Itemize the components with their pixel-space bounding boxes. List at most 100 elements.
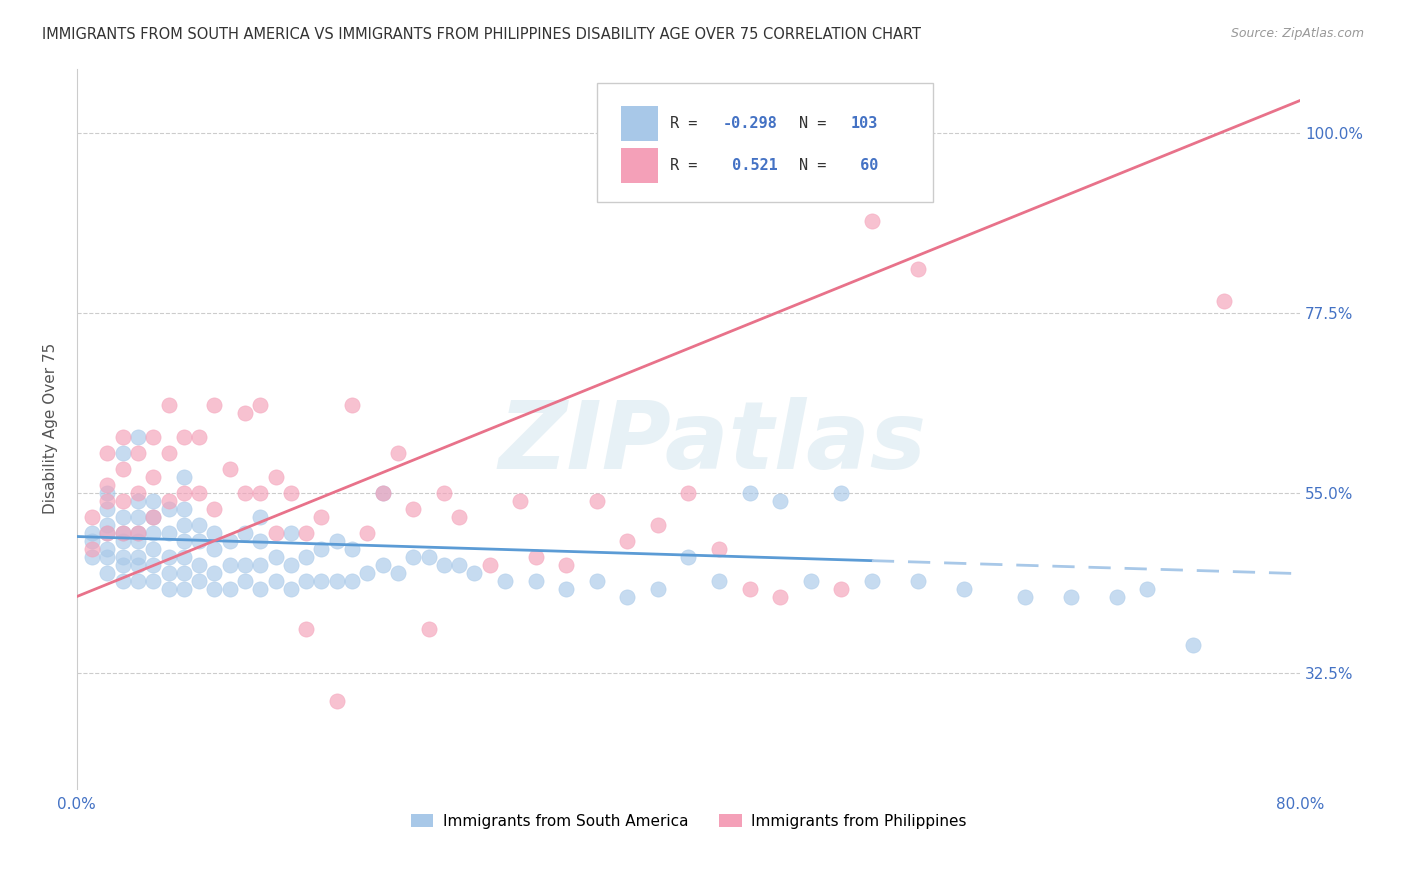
Point bbox=[188, 574, 211, 588]
Point bbox=[96, 485, 118, 500]
Point bbox=[678, 485, 700, 500]
Point bbox=[647, 517, 669, 532]
Point bbox=[173, 469, 195, 483]
Point bbox=[433, 485, 456, 500]
Point bbox=[111, 558, 134, 572]
Point bbox=[707, 574, 730, 588]
Point bbox=[264, 469, 287, 483]
Point bbox=[173, 566, 195, 580]
Point bbox=[1136, 582, 1159, 596]
Point bbox=[173, 429, 195, 443]
FancyBboxPatch shape bbox=[596, 83, 934, 202]
Point bbox=[524, 574, 547, 588]
Point bbox=[111, 525, 134, 540]
Point bbox=[463, 566, 485, 580]
Point bbox=[402, 501, 425, 516]
Point bbox=[585, 493, 607, 508]
Point bbox=[371, 485, 394, 500]
Point bbox=[907, 261, 929, 276]
Point bbox=[340, 574, 363, 588]
Point bbox=[157, 549, 180, 564]
Point bbox=[233, 485, 256, 500]
Point bbox=[340, 398, 363, 412]
Point bbox=[678, 549, 700, 564]
Point bbox=[264, 574, 287, 588]
Point bbox=[860, 574, 883, 588]
Point bbox=[371, 485, 394, 500]
Point bbox=[204, 541, 226, 556]
Text: R =: R = bbox=[671, 116, 707, 131]
Point bbox=[157, 566, 180, 580]
Point bbox=[1105, 590, 1128, 604]
Point bbox=[387, 566, 409, 580]
Point bbox=[738, 485, 761, 500]
Point bbox=[249, 509, 271, 524]
Point bbox=[96, 445, 118, 459]
Point bbox=[233, 574, 256, 588]
Point bbox=[142, 541, 165, 556]
Point bbox=[96, 525, 118, 540]
Point bbox=[647, 582, 669, 596]
Point bbox=[82, 509, 104, 524]
Point bbox=[127, 445, 149, 459]
Point bbox=[295, 622, 318, 636]
Point bbox=[218, 582, 240, 596]
Bar bbox=[621, 148, 658, 183]
Y-axis label: Disability Age Over 75: Disability Age Over 75 bbox=[44, 343, 58, 514]
Point bbox=[830, 485, 852, 500]
Point bbox=[524, 549, 547, 564]
Point bbox=[738, 582, 761, 596]
Point bbox=[280, 525, 302, 540]
Point bbox=[264, 549, 287, 564]
Text: R =: R = bbox=[671, 158, 707, 173]
Point bbox=[418, 549, 440, 564]
Point bbox=[188, 517, 211, 532]
Point bbox=[157, 493, 180, 508]
Point bbox=[555, 558, 578, 572]
Point bbox=[96, 517, 118, 532]
Point bbox=[280, 558, 302, 572]
Point bbox=[295, 549, 318, 564]
Point bbox=[173, 501, 195, 516]
Point bbox=[585, 574, 607, 588]
Point bbox=[280, 582, 302, 596]
Point bbox=[157, 582, 180, 596]
Point bbox=[402, 549, 425, 564]
Point bbox=[82, 533, 104, 548]
Point bbox=[111, 509, 134, 524]
Point bbox=[127, 485, 149, 500]
Text: N =: N = bbox=[799, 158, 835, 173]
Point bbox=[249, 582, 271, 596]
Point bbox=[418, 622, 440, 636]
Point bbox=[326, 574, 349, 588]
Point bbox=[204, 501, 226, 516]
Point bbox=[952, 582, 974, 596]
Point bbox=[157, 445, 180, 459]
Text: 60: 60 bbox=[851, 158, 879, 173]
Point bbox=[96, 549, 118, 564]
Point bbox=[860, 213, 883, 227]
Point bbox=[173, 582, 195, 596]
Point bbox=[233, 405, 256, 419]
Point bbox=[204, 566, 226, 580]
Point bbox=[494, 574, 516, 588]
Point bbox=[142, 429, 165, 443]
Point bbox=[907, 574, 929, 588]
Point bbox=[127, 429, 149, 443]
Point bbox=[249, 485, 271, 500]
Point bbox=[371, 558, 394, 572]
Point bbox=[157, 398, 180, 412]
Point bbox=[249, 533, 271, 548]
Point bbox=[326, 533, 349, 548]
Point bbox=[111, 574, 134, 588]
Text: 103: 103 bbox=[851, 116, 879, 131]
Point bbox=[142, 509, 165, 524]
Point bbox=[264, 525, 287, 540]
Point bbox=[280, 485, 302, 500]
Point bbox=[127, 493, 149, 508]
Point bbox=[356, 525, 378, 540]
Bar bbox=[621, 106, 658, 141]
Point bbox=[127, 549, 149, 564]
Point bbox=[218, 533, 240, 548]
Point bbox=[340, 541, 363, 556]
